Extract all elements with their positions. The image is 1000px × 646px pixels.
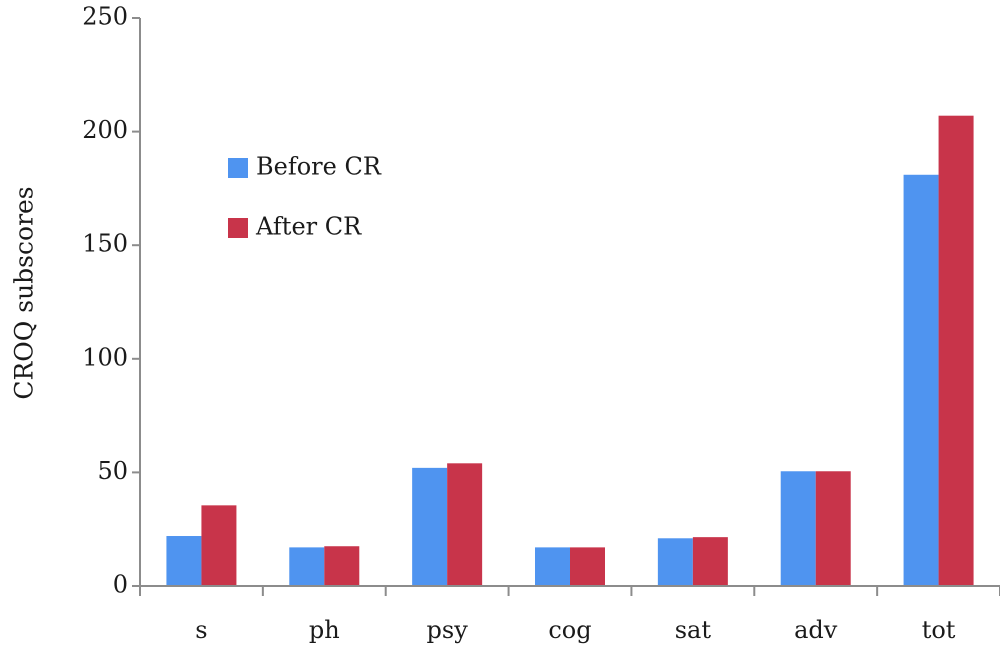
bar-ph-after bbox=[324, 546, 360, 586]
bar-psy-after bbox=[447, 463, 483, 586]
x-tick-label-s: s bbox=[195, 616, 207, 644]
x-tick-label-ph: ph bbox=[309, 616, 340, 644]
x-tick-label-tot: tot bbox=[922, 616, 956, 644]
bar-ph-before bbox=[289, 547, 325, 586]
bar-cog-after bbox=[570, 547, 605, 586]
legend-label-after: After CR bbox=[255, 213, 362, 241]
y-tick-label: 200 bbox=[82, 116, 128, 144]
bar-s-before bbox=[166, 536, 202, 586]
legend: Before CR After CR bbox=[228, 153, 382, 241]
bar-s-after bbox=[201, 505, 237, 586]
x-tick-label-psy: psy bbox=[427, 616, 469, 644]
legend-swatch-after bbox=[228, 218, 248, 238]
x-tick-label-adv: adv bbox=[794, 616, 838, 644]
bar-tot-after bbox=[938, 115, 974, 587]
bar-psy-before bbox=[412, 467, 448, 586]
y-tick-label: 150 bbox=[82, 230, 128, 258]
x-tick-label-sat: sat bbox=[675, 616, 712, 644]
y-tick-label: 100 bbox=[82, 343, 128, 371]
bar-adv-after bbox=[815, 471, 851, 586]
bar-adv-before bbox=[780, 471, 816, 586]
bar-sat-before bbox=[657, 538, 693, 586]
y-tick-label: 0 bbox=[113, 571, 128, 599]
y-axis-title: CROQ subscores bbox=[10, 186, 39, 399]
x-tick-label-cog: cog bbox=[548, 616, 591, 644]
bar-cog-before bbox=[535, 547, 570, 586]
axes: 0 50 100 150 200 250 s ph psy cog sat adv tot bbox=[82, 3, 1000, 644]
bars bbox=[166, 115, 974, 587]
legend-swatch-before bbox=[228, 158, 248, 178]
y-tick-label: 250 bbox=[82, 3, 128, 31]
bar-sat-after bbox=[692, 537, 728, 586]
legend-label-before: Before CR bbox=[256, 153, 382, 181]
bar-tot-before bbox=[903, 174, 939, 586]
y-tick-label: 50 bbox=[97, 457, 128, 485]
